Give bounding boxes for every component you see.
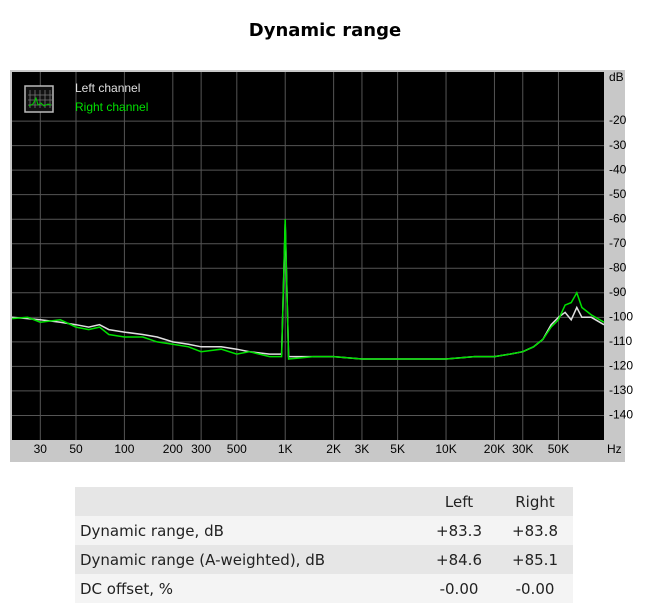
y-axis-label: dB (609, 70, 624, 84)
x-tick-label: 50K (548, 442, 569, 456)
x-tick-label: 30K (512, 442, 533, 456)
series-line (11, 219, 605, 360)
legend-icon (24, 85, 54, 113)
x-tick-label: 100 (114, 442, 134, 456)
y-tick-label: -140 (609, 408, 633, 422)
table-header: Left Right (75, 487, 573, 516)
cell: +84.6 (436, 550, 482, 569)
chart-title: Dynamic range (249, 20, 401, 41)
cell: +83.3 (436, 521, 482, 540)
y-tick-label: -70 (609, 236, 627, 250)
results-table: Left Right Dynamic range, dB +83.3 +83.8… (75, 487, 573, 603)
plot-area (12, 72, 604, 440)
x-tick-label: 10K (435, 442, 456, 456)
y-tick-label: -120 (609, 359, 633, 373)
grid (12, 72, 604, 440)
y-tick-label: -110 (609, 334, 632, 348)
x-tick-label: 300 (191, 442, 211, 456)
table-row: DC offset, % -0.00 -0.00 (75, 574, 573, 603)
y-tick-label: -130 (609, 383, 633, 397)
x-tick-label: 2K (326, 442, 341, 456)
x-axis-label: Hz (607, 442, 622, 456)
cell: -0.00 (515, 579, 555, 598)
y-tick-label: -90 (609, 285, 627, 299)
x-tick-label: 30 (34, 442, 48, 456)
y-tick-label: -40 (609, 162, 627, 176)
x-tick-label: 500 (227, 442, 247, 456)
x-tick-label: 5K (390, 442, 405, 456)
row-label: Dynamic range (A-weighted), dB (80, 550, 326, 569)
chart: Dynamic range dB Hz -20 -30 -40 -50 -60 -70 -8… (10, 20, 633, 462)
x-tick-label: 3K (355, 442, 370, 456)
y-tick-label: -100 (609, 310, 633, 324)
x-tick-label: 200 (163, 442, 183, 456)
y-tick-label: -30 (609, 138, 627, 152)
legend-entry: Left channel (75, 81, 140, 95)
y-tick-label: -80 (609, 260, 627, 274)
table-row: Dynamic range, dB +83.3 +83.8 (75, 516, 573, 545)
y-tick-label: -60 (609, 211, 627, 225)
header-cell: Left (444, 492, 474, 511)
legend-entry: Right channel (75, 100, 148, 114)
cell: +85.1 (512, 550, 558, 569)
cell: +83.8 (512, 521, 558, 540)
table-row: Dynamic range (A-weighted), dB +84.6 +85… (75, 545, 573, 574)
row-label: DC offset, % (80, 579, 174, 598)
cell: -0.00 (439, 579, 479, 598)
x-tick-label: 20K (484, 442, 505, 456)
series-line (11, 224, 605, 360)
y-tick-label: -20 (609, 113, 627, 127)
row-label: Dynamic range, dB (80, 521, 224, 540)
x-tick-label: 50 (69, 442, 83, 456)
lines (11, 219, 605, 360)
y-tick-label: -50 (609, 187, 627, 201)
header-cell: Right (515, 492, 555, 511)
x-tick-label: 1K (278, 442, 293, 456)
